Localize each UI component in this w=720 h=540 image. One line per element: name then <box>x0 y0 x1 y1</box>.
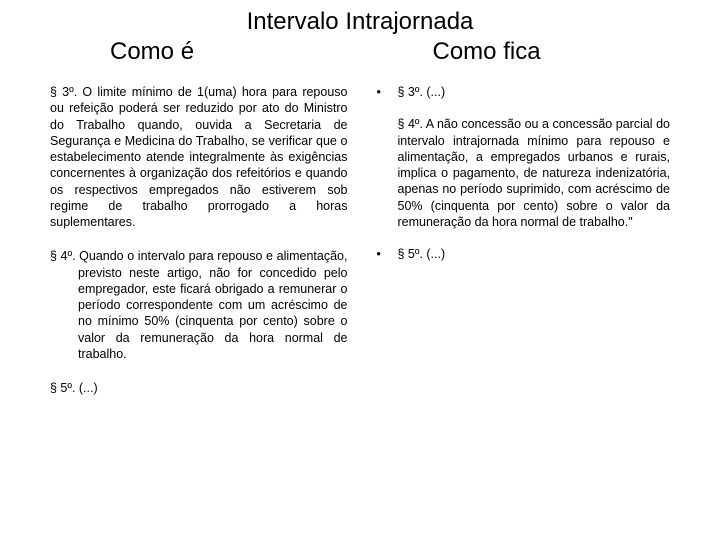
subtitle-right: Como fica <box>348 38 671 66</box>
right-bullet-2: • § 5º. (...) <box>373 246 671 262</box>
bullet-icon: • <box>373 84 398 230</box>
left-paragraph-4: § 4º. Quando o intervalo para repouso e … <box>50 248 348 362</box>
slide-title: Intervalo Intrajornada <box>50 8 670 36</box>
right-p3: § 3º. (...) <box>398 85 446 99</box>
two-column-layout: § 3º. O limite mínimo de 1(uma) hora par… <box>50 84 670 396</box>
left-paragraph-5: § 5º. (...) <box>50 380 348 396</box>
right-column: • § 3º. (...) § 4º. A não concessão ou a… <box>373 84 671 396</box>
right-bullet-1-body: § 3º. (...) § 4º. A não concessão ou a c… <box>398 84 671 230</box>
left-paragraph-3: § 3º. O limite mínimo de 1(uma) hora par… <box>50 84 348 230</box>
bullet-icon: • <box>373 246 398 262</box>
right-p5: § 5º. (...) <box>398 246 671 262</box>
left-column: § 3º. O limite mínimo de 1(uma) hora par… <box>50 84 348 396</box>
right-bullet-1: • § 3º. (...) § 4º. A não concessão ou a… <box>373 84 671 230</box>
right-paragraph-4: § 4º. A não concessão ou a concessão par… <box>398 116 671 230</box>
subtitle-row: Como é Como fica <box>50 38 670 66</box>
subtitle-left: Como é <box>50 38 348 66</box>
